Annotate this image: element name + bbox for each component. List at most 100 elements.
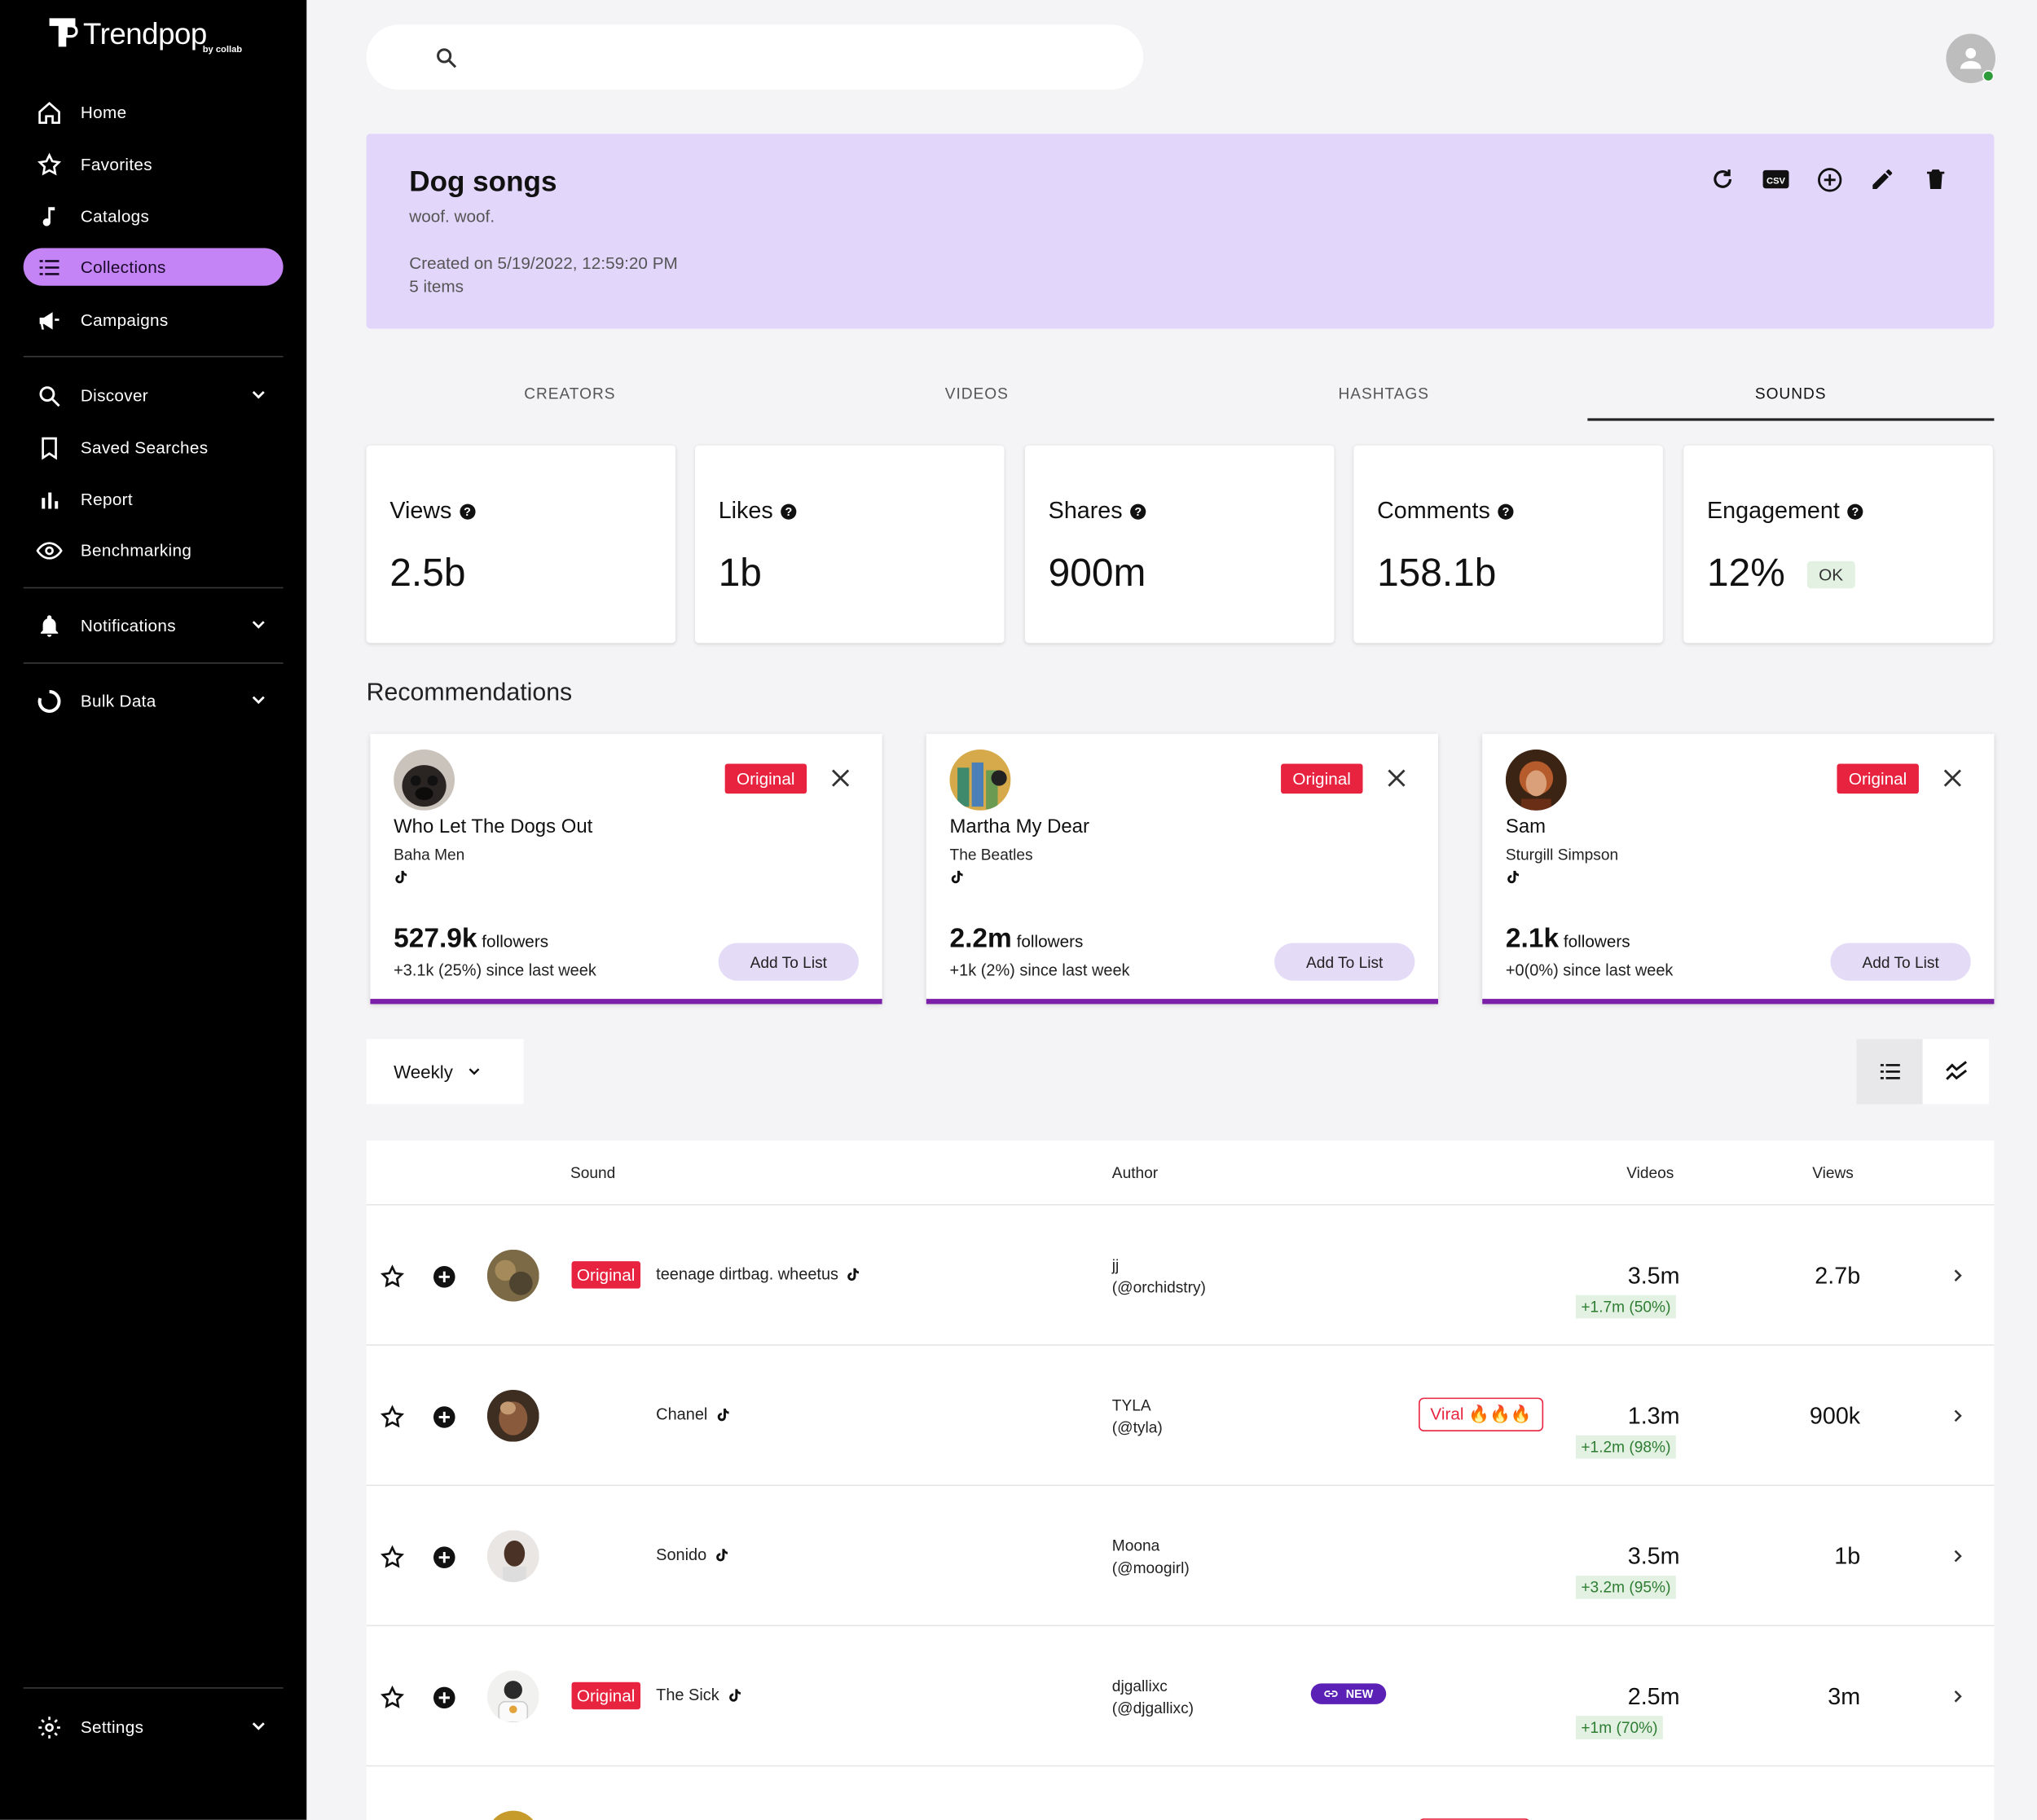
author[interactable]: TYLA (@tyla)	[1112, 1395, 1163, 1439]
sidebar-item-label: Collections	[80, 257, 166, 277]
author[interactable]: djgallixc (@djgallixc)	[1112, 1676, 1194, 1720]
sidebar-item-report[interactable]: Report	[24, 481, 284, 518]
link-icon	[1324, 1690, 1338, 1697]
tab-creators[interactable]: CREATORS	[524, 384, 616, 403]
sound-name[interactable]: Chanel	[656, 1405, 729, 1423]
add-to-list-button[interactable]: Add To List	[718, 943, 859, 981]
chevron-down-icon	[468, 1068, 479, 1075]
tiktok-icon	[717, 1408, 728, 1422]
user-avatar[interactable]	[1946, 33, 1995, 84]
star-outline-icon[interactable]	[380, 1545, 406, 1571]
chevron-down-icon[interactable]	[249, 616, 267, 634]
close-icon[interactable]	[1388, 769, 1406, 787]
chevron-down-icon[interactable]	[249, 386, 267, 404]
csv-icon[interactable]: CSV	[1762, 165, 1790, 193]
add-to-list-button[interactable]: Add To List	[1830, 943, 1971, 981]
videos-count: 3.5m	[1627, 1262, 1680, 1289]
add-circle-icon[interactable]	[431, 1264, 457, 1290]
close-icon[interactable]	[831, 769, 850, 787]
tab-videos[interactable]: VIDEOS	[944, 384, 1009, 403]
table-row[interactable]: Original The Sick djgallixc (@djgallixc) …	[366, 1624, 1995, 1765]
followers-count: 2.2m	[949, 923, 1012, 954]
avatar	[486, 1249, 539, 1302]
chevron-right-icon[interactable]	[1951, 1268, 1964, 1283]
sidebar-item-label: Favorites	[80, 154, 152, 174]
logo[interactable]: Trendpop by collab	[46, 15, 242, 55]
add-to-list-button[interactable]: Add To List	[1274, 943, 1415, 981]
sidebar-item-catalogs[interactable]: Catalogs	[24, 197, 284, 235]
stat-card-engagement: Engagement? 12% OK	[1683, 445, 1993, 644]
sidebar-item-collections[interactable]: Collections	[23, 248, 284, 286]
column-header-views[interactable]: Views	[1812, 1163, 1854, 1182]
sidebar-item-favorites[interactable]: Favorites	[24, 146, 284, 183]
chevron-right-icon[interactable]	[1951, 1408, 1964, 1423]
bookmark-icon	[37, 434, 63, 460]
star-outline-icon[interactable]	[380, 1264, 406, 1290]
chevron-down-icon[interactable]	[249, 691, 267, 709]
chevron-right-icon[interactable]	[1951, 1549, 1964, 1564]
sound-name[interactable]: The Sick	[656, 1686, 741, 1704]
sidebar-item-notifications[interactable]: Notifications	[24, 607, 284, 644]
person-icon	[1960, 47, 1982, 69]
sidebar-item-label: Bulk Data	[80, 691, 156, 711]
help-icon[interactable]: ?	[1498, 503, 1514, 519]
help-icon[interactable]: ?	[1847, 503, 1863, 519]
help-icon[interactable]: ?	[459, 503, 476, 519]
help-icon[interactable]: ?	[1130, 503, 1146, 519]
table-row[interactable]	[366, 1765, 1995, 1820]
table-row[interactable]: Chanel TYLA (@tyla) Viral 🔥🔥🔥 1.3m +1.2m …	[366, 1344, 1995, 1484]
period-select[interactable]: Weekly	[366, 1039, 524, 1105]
sidebar-item-bulk-data[interactable]: Bulk Data	[24, 682, 284, 719]
add-circle-icon[interactable]	[1815, 165, 1843, 193]
help-icon[interactable]: ?	[781, 503, 797, 519]
author[interactable]: Moona (@moogirl)	[1112, 1536, 1190, 1580]
sound-name[interactable]: teenage dirtbag. wheetus	[656, 1265, 860, 1283]
table-row[interactable]: Original teenage dirtbag. wheetus jj (@or…	[366, 1204, 1995, 1344]
sidebar-item-discover[interactable]: Discover	[24, 376, 284, 414]
star-outline-icon[interactable]	[380, 1685, 406, 1711]
avatar	[486, 1810, 539, 1820]
videos-count: 3.5m	[1627, 1543, 1680, 1570]
author-name: djgallixc	[1111, 1677, 1168, 1695]
followers-label: followers	[482, 931, 549, 952]
followers-change: +0(0%) since last week	[1505, 961, 1674, 980]
close-icon[interactable]	[1943, 769, 1961, 787]
refresh-icon[interactable]	[1709, 165, 1737, 193]
viral-badge: Viral 🔥🔥🔥	[1419, 1397, 1544, 1432]
followers-label: followers	[1563, 931, 1630, 952]
tab-hashtags[interactable]: HASHTAGS	[1338, 384, 1429, 403]
chart-view-button[interactable]	[1922, 1039, 1990, 1105]
tab-sounds[interactable]: SOUNDS	[1586, 367, 1995, 421]
home-icon	[37, 99, 63, 125]
author-handle: (@moogirl)	[1111, 1558, 1190, 1577]
chevron-down-icon[interactable]	[249, 1717, 267, 1735]
song-title: Who Let The Dogs Out	[394, 815, 593, 838]
edit-icon[interactable]	[1868, 165, 1897, 193]
column-header-videos[interactable]: Videos	[1626, 1163, 1674, 1182]
add-circle-icon[interactable]	[431, 1685, 457, 1711]
sidebar: Trendpop by collab Home Favorites Catalo…	[0, 0, 307, 1820]
sidebar-divider	[23, 662, 284, 664]
recommendation-card: Sam Sturgill Simpson Original 2.1k follo…	[1482, 733, 1995, 1005]
table-row[interactable]: Sonido Moona (@moogirl) 3.5m +3.2m (95%) …	[366, 1484, 1995, 1624]
star-outline-icon[interactable]	[380, 1405, 406, 1431]
sidebar-item-campaigns[interactable]: Campaigns	[24, 301, 284, 339]
column-header-sound[interactable]: Sound	[570, 1163, 616, 1182]
sidebar-item-label: Notifications	[80, 615, 176, 635]
sidebar-item-home[interactable]: Home	[24, 94, 284, 131]
author[interactable]: jj (@orchidstry)	[1112, 1255, 1206, 1299]
add-circle-icon[interactable]	[431, 1545, 457, 1571]
add-circle-icon[interactable]	[431, 1405, 457, 1431]
sound-name[interactable]: Sonido	[656, 1545, 728, 1564]
stat-card-comments: Comments? 158.1b	[1353, 445, 1663, 644]
sidebar-item-benchmarking[interactable]: Benchmarking	[24, 531, 284, 569]
delete-icon[interactable]	[1921, 165, 1950, 193]
sidebar-item-settings[interactable]: Settings	[24, 1708, 284, 1746]
search-icon	[434, 46, 459, 70]
search-bar[interactable]	[366, 24, 1144, 90]
sidebar-divider	[23, 1687, 284, 1689]
column-header-author[interactable]: Author	[1111, 1163, 1159, 1182]
sidebar-item-saved-searches[interactable]: Saved Searches	[24, 429, 284, 466]
chevron-right-icon[interactable]	[1951, 1689, 1964, 1704]
list-view-button[interactable]	[1856, 1039, 1923, 1105]
